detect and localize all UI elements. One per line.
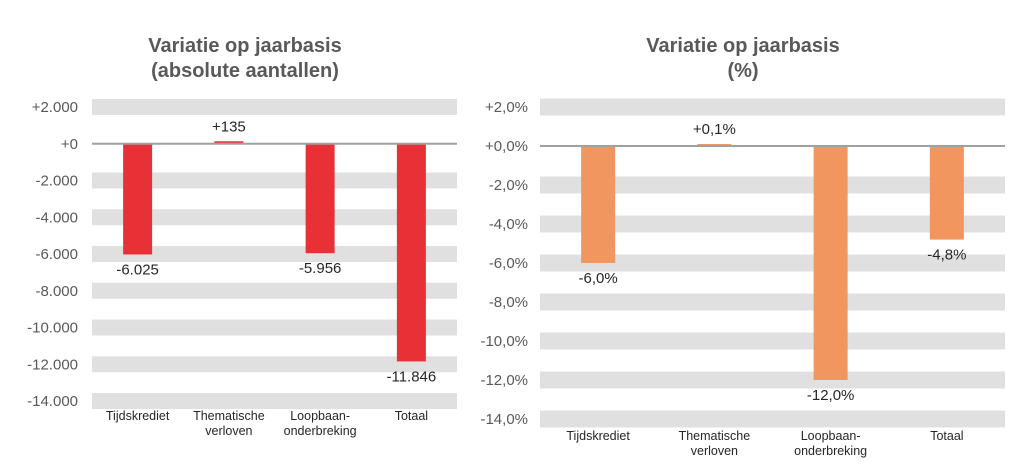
grid-band	[540, 332, 1005, 350]
x-category-label: Totaal	[930, 429, 963, 443]
grid-band	[92, 99, 457, 115]
bar	[396, 143, 426, 362]
chart-title: Variatie op jaarbasis	[148, 35, 341, 57]
y-tick-label: +0	[61, 136, 78, 153]
grid-band	[92, 209, 457, 226]
grid-band	[92, 393, 457, 409]
bar	[581, 146, 616, 263]
bar	[305, 143, 335, 254]
y-tick-label: -2.000	[35, 173, 78, 190]
y-tick-label: -14,0%	[480, 411, 528, 428]
x-category-label: Thematische	[679, 429, 751, 443]
x-category-label: Loopbaan-	[801, 429, 861, 443]
y-tick-label: -8,0%	[489, 294, 528, 311]
x-category-label: Tijdskrediet	[566, 429, 630, 443]
y-tick-label: +2.000	[32, 99, 78, 116]
chart-2: Variatie op jaarbasis (%) +2,0% +0,0% -2,0% -…	[480, 35, 1005, 458]
y-tick-label: -6,0%	[489, 255, 528, 272]
x-category-label: onderbreking	[284, 424, 357, 438]
y-tick-label: -4,0%	[489, 216, 528, 233]
grid-band	[540, 293, 1005, 311]
y-tick-label: -2,0%	[489, 177, 528, 194]
x-category-label: Thematische	[193, 409, 265, 423]
grid-band	[540, 410, 1005, 428]
grid-band	[540, 254, 1005, 272]
grid-band	[92, 282, 457, 299]
chart-title: (absolute aantallen)	[151, 60, 339, 82]
grid-band	[92, 356, 457, 373]
y-tick-label: -12.000	[27, 356, 78, 373]
y-tick-label: -12,0%	[480, 372, 528, 389]
grid-band	[540, 98, 1005, 116]
grid-band	[540, 176, 1005, 194]
y-tick-label: -10.000	[27, 320, 78, 337]
chart-title: Variatie op jaarbasis	[646, 35, 839, 57]
data-label: -12,0%	[807, 387, 855, 404]
data-label: +135	[212, 118, 246, 135]
x-category-label: Tijdskrediet	[106, 409, 170, 423]
data-label: -6,0%	[579, 270, 618, 287]
grid-band	[540, 215, 1005, 233]
chart-1: Variatie op jaarbasis (absolute aantallen…	[27, 35, 457, 438]
data-label: -6.025	[116, 261, 159, 278]
y-tick-label: -10,0%	[480, 333, 528, 350]
y-tick-label: +0,0%	[485, 138, 528, 155]
y-tick-label: +2,0%	[485, 99, 528, 116]
x-category-label: verloven	[691, 444, 738, 458]
bar	[123, 143, 153, 255]
data-label: -5.956	[299, 260, 342, 277]
grid-band	[92, 319, 457, 336]
x-category-label: Totaal	[395, 409, 428, 423]
data-label: -11.846	[386, 368, 436, 385]
x-category-label: onderbreking	[794, 444, 867, 458]
bar	[813, 146, 848, 380]
y-tick-label: -8.000	[35, 283, 78, 300]
x-category-label: Loopbaan-	[290, 409, 350, 423]
y-tick-label: -4.000	[35, 209, 78, 226]
bar	[214, 141, 244, 144]
data-label: -4,8%	[927, 247, 966, 264]
grid-band	[540, 371, 1005, 389]
grid-band	[92, 172, 457, 189]
y-tick-label: -14.000	[27, 393, 78, 410]
grid-band	[92, 246, 457, 262]
chart-title: (%)	[727, 60, 758, 82]
x-category-label: verloven	[205, 424, 252, 438]
data-label: +0,1%	[693, 121, 736, 138]
y-tick-label: -6.000	[35, 246, 78, 263]
bar	[929, 146, 964, 240]
